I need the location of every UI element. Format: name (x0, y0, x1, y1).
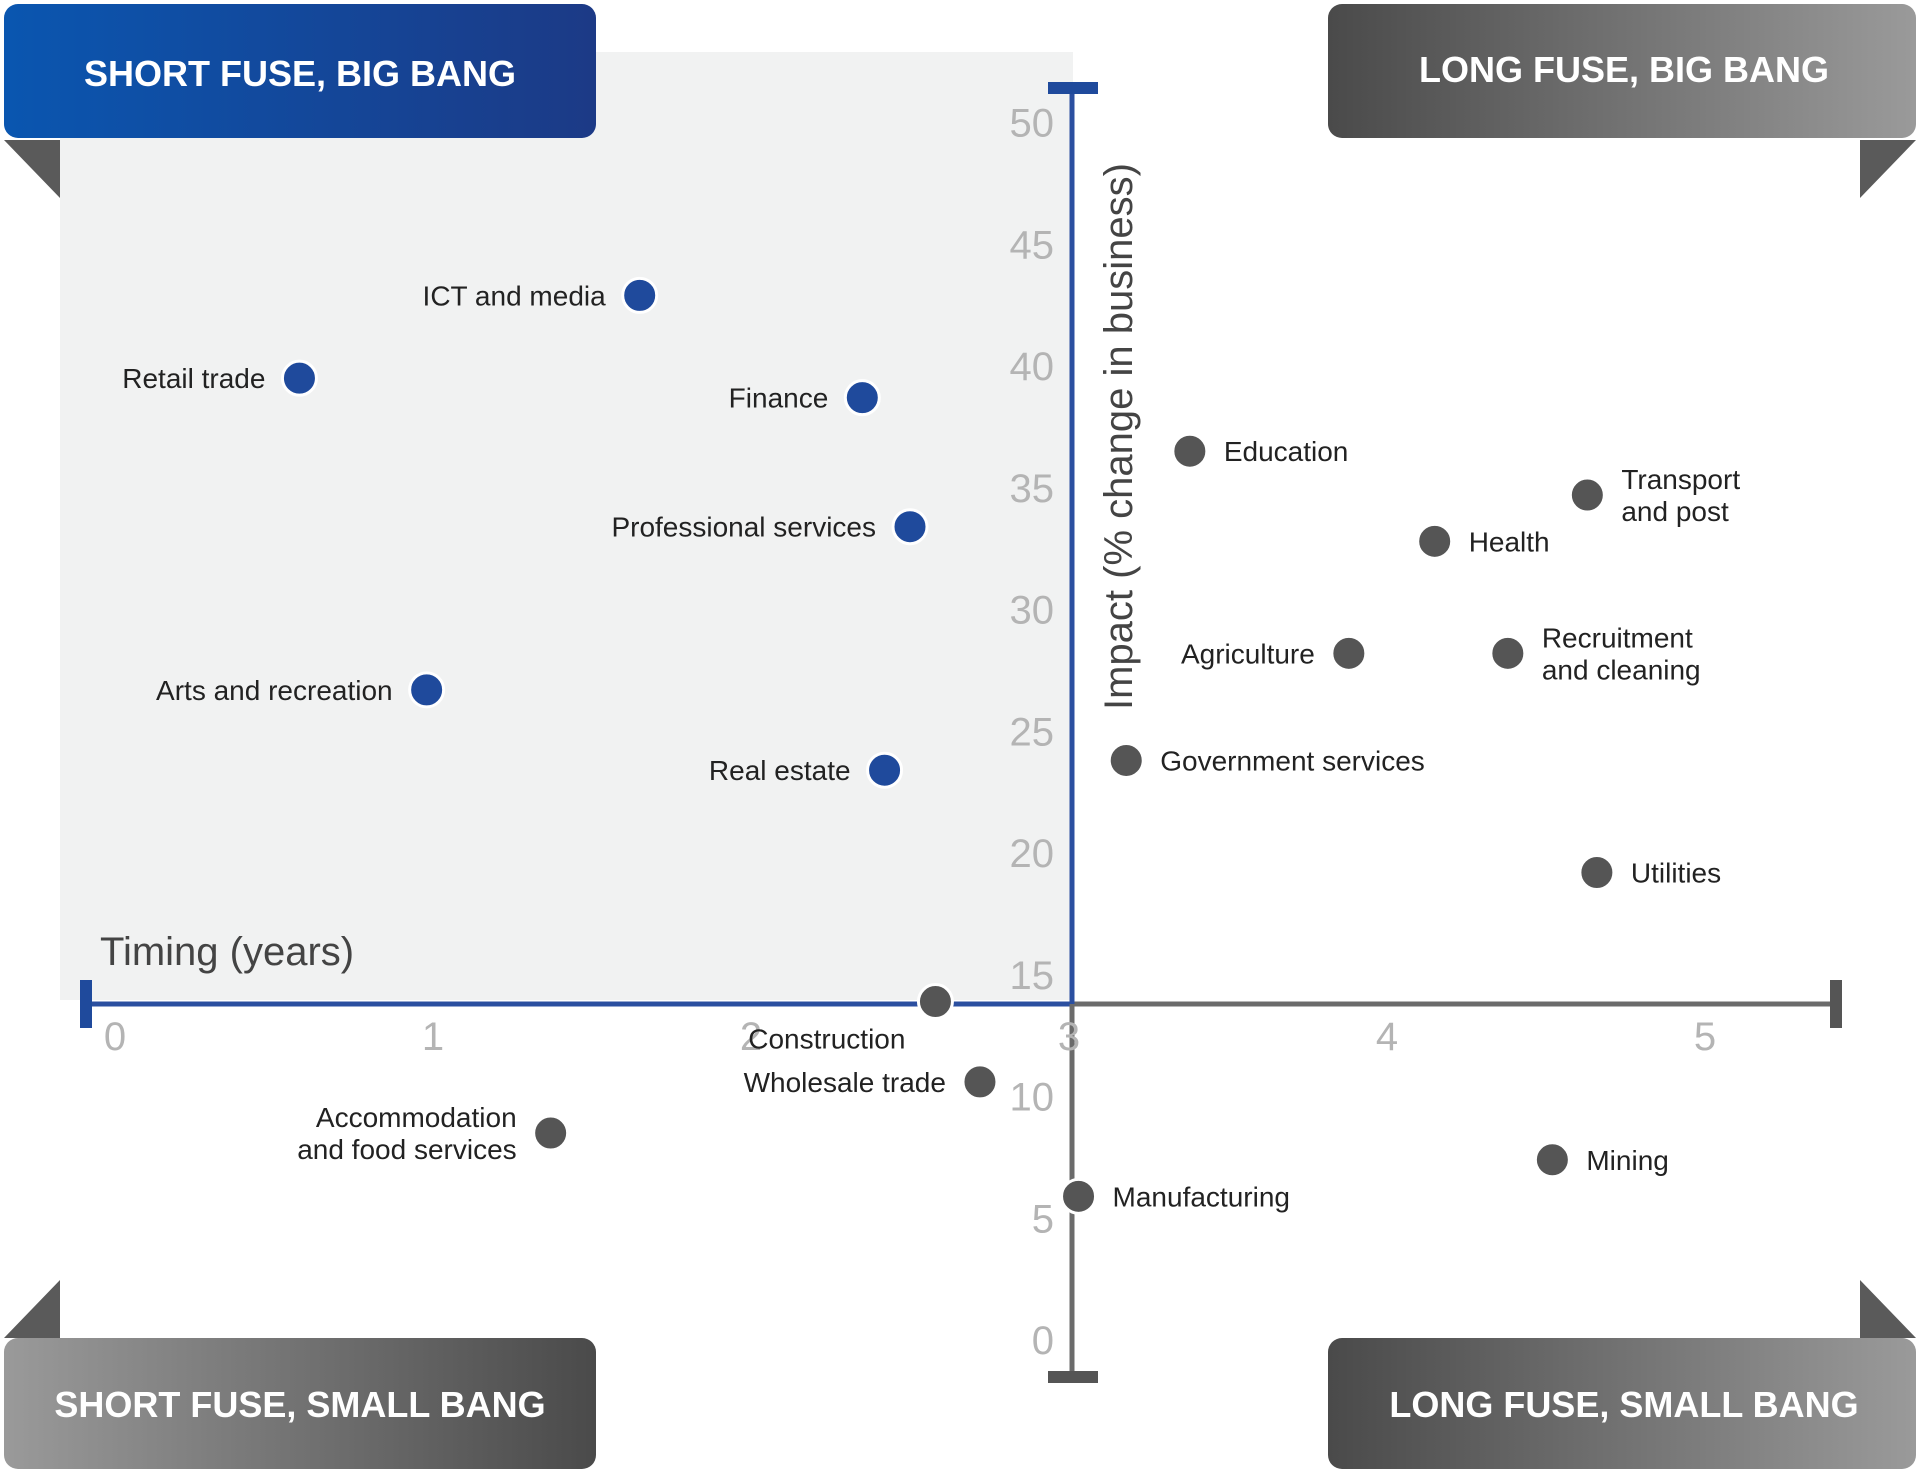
x-tick-label: 3 (1058, 1015, 1080, 1059)
y-tick-label: 5 (1032, 1197, 1054, 1241)
y-tick-label: 15 (1010, 954, 1055, 998)
point-label: Utilities (1631, 857, 1721, 888)
data-point (532, 1114, 570, 1152)
y-tick-label: 10 (1010, 1076, 1055, 1120)
point-label: Wholesale trade (744, 1067, 946, 1098)
x-axis-title: Timing (years) (100, 930, 354, 974)
y-tick-label: 20 (1010, 832, 1055, 876)
banner-long-fuse-big-bang: LONG FUSE, BIG BANG (1328, 4, 1916, 138)
point-label: ICT and media (423, 280, 607, 311)
x-tick-label: 1 (422, 1015, 444, 1059)
x-tick-label: 4 (1376, 1015, 1398, 1059)
banner-label: LONG FUSE, SMALL BANG (1389, 1384, 1858, 1425)
point-label: Government services (1160, 745, 1425, 776)
x-axis (80, 980, 1842, 1028)
point-label: Recruitment and cleaning (1542, 622, 1701, 685)
data-point (961, 1063, 999, 1101)
data-point (866, 751, 904, 789)
data-point (1533, 1141, 1571, 1179)
y-tick-label: 40 (1010, 345, 1055, 389)
banner-label: SHORT FUSE, SMALL BANG (54, 1384, 545, 1425)
point-label: Health (1469, 526, 1550, 557)
data-point (1578, 853, 1616, 891)
x-tick-label: 2 (740, 1015, 762, 1059)
banner-short-fuse-small-bang: SHORT FUSE, SMALL BANG (4, 1338, 596, 1469)
x-tick-label: 5 (1694, 1015, 1716, 1059)
y-tick-label: 25 (1010, 710, 1055, 754)
data-point (1489, 634, 1527, 672)
y-tick-label: 45 (1010, 223, 1055, 267)
point-label: Accommodation and food services (297, 1102, 516, 1165)
point-label: Agriculture (1181, 638, 1315, 669)
point-label: Education (1224, 436, 1349, 467)
ribbon-fold-bottom-left (4, 1280, 60, 1338)
data-point (408, 671, 446, 709)
data-point (916, 983, 954, 1021)
y-axis-title: Impact (% change in business) (1097, 163, 1141, 710)
point-label: Arts and recreation (156, 675, 393, 706)
y-tick-label: 30 (1010, 589, 1055, 633)
banner-label: SHORT FUSE, BIG BANG (84, 53, 516, 94)
point-label: Retail trade (122, 363, 265, 394)
data-point (1060, 1177, 1098, 1215)
point-label: Finance (729, 383, 829, 414)
ribbon-fold-top-right (1860, 140, 1916, 198)
ribbon-fold-top-left (4, 140, 60, 198)
banner-short-fuse-big-bang: SHORT FUSE, BIG BANG (4, 4, 596, 138)
data-point (1568, 476, 1606, 514)
point-label: Construction (748, 1024, 905, 1055)
point-label: Real estate (709, 755, 851, 786)
data-point (621, 276, 659, 314)
banner-long-fuse-small-bang: LONG FUSE, SMALL BANG (1328, 1338, 1916, 1469)
data-point (1107, 741, 1145, 779)
data-point (1171, 432, 1209, 470)
data-point (891, 508, 929, 546)
banner-label: LONG FUSE, BIG BANG (1419, 49, 1829, 90)
y-tick-label: 35 (1010, 467, 1055, 511)
data-point (280, 359, 318, 397)
point-label: Mining (1586, 1145, 1668, 1176)
data-point (1330, 634, 1368, 672)
data-point (843, 379, 881, 417)
point-label: Transport and post (1621, 464, 1740, 527)
point-label: Professional services (611, 512, 876, 543)
data-points: ICT and media Retail trade Finance Professi… (122, 276, 1740, 1215)
y-tick-label: 0 (1032, 1319, 1054, 1363)
point-label: Manufacturing (1113, 1181, 1290, 1212)
ribbon-fold-bottom-right (1860, 1280, 1916, 1338)
x-tick-label: 0 (104, 1015, 126, 1059)
data-point (1416, 522, 1454, 560)
y-tick-label: 50 (1010, 102, 1055, 146)
